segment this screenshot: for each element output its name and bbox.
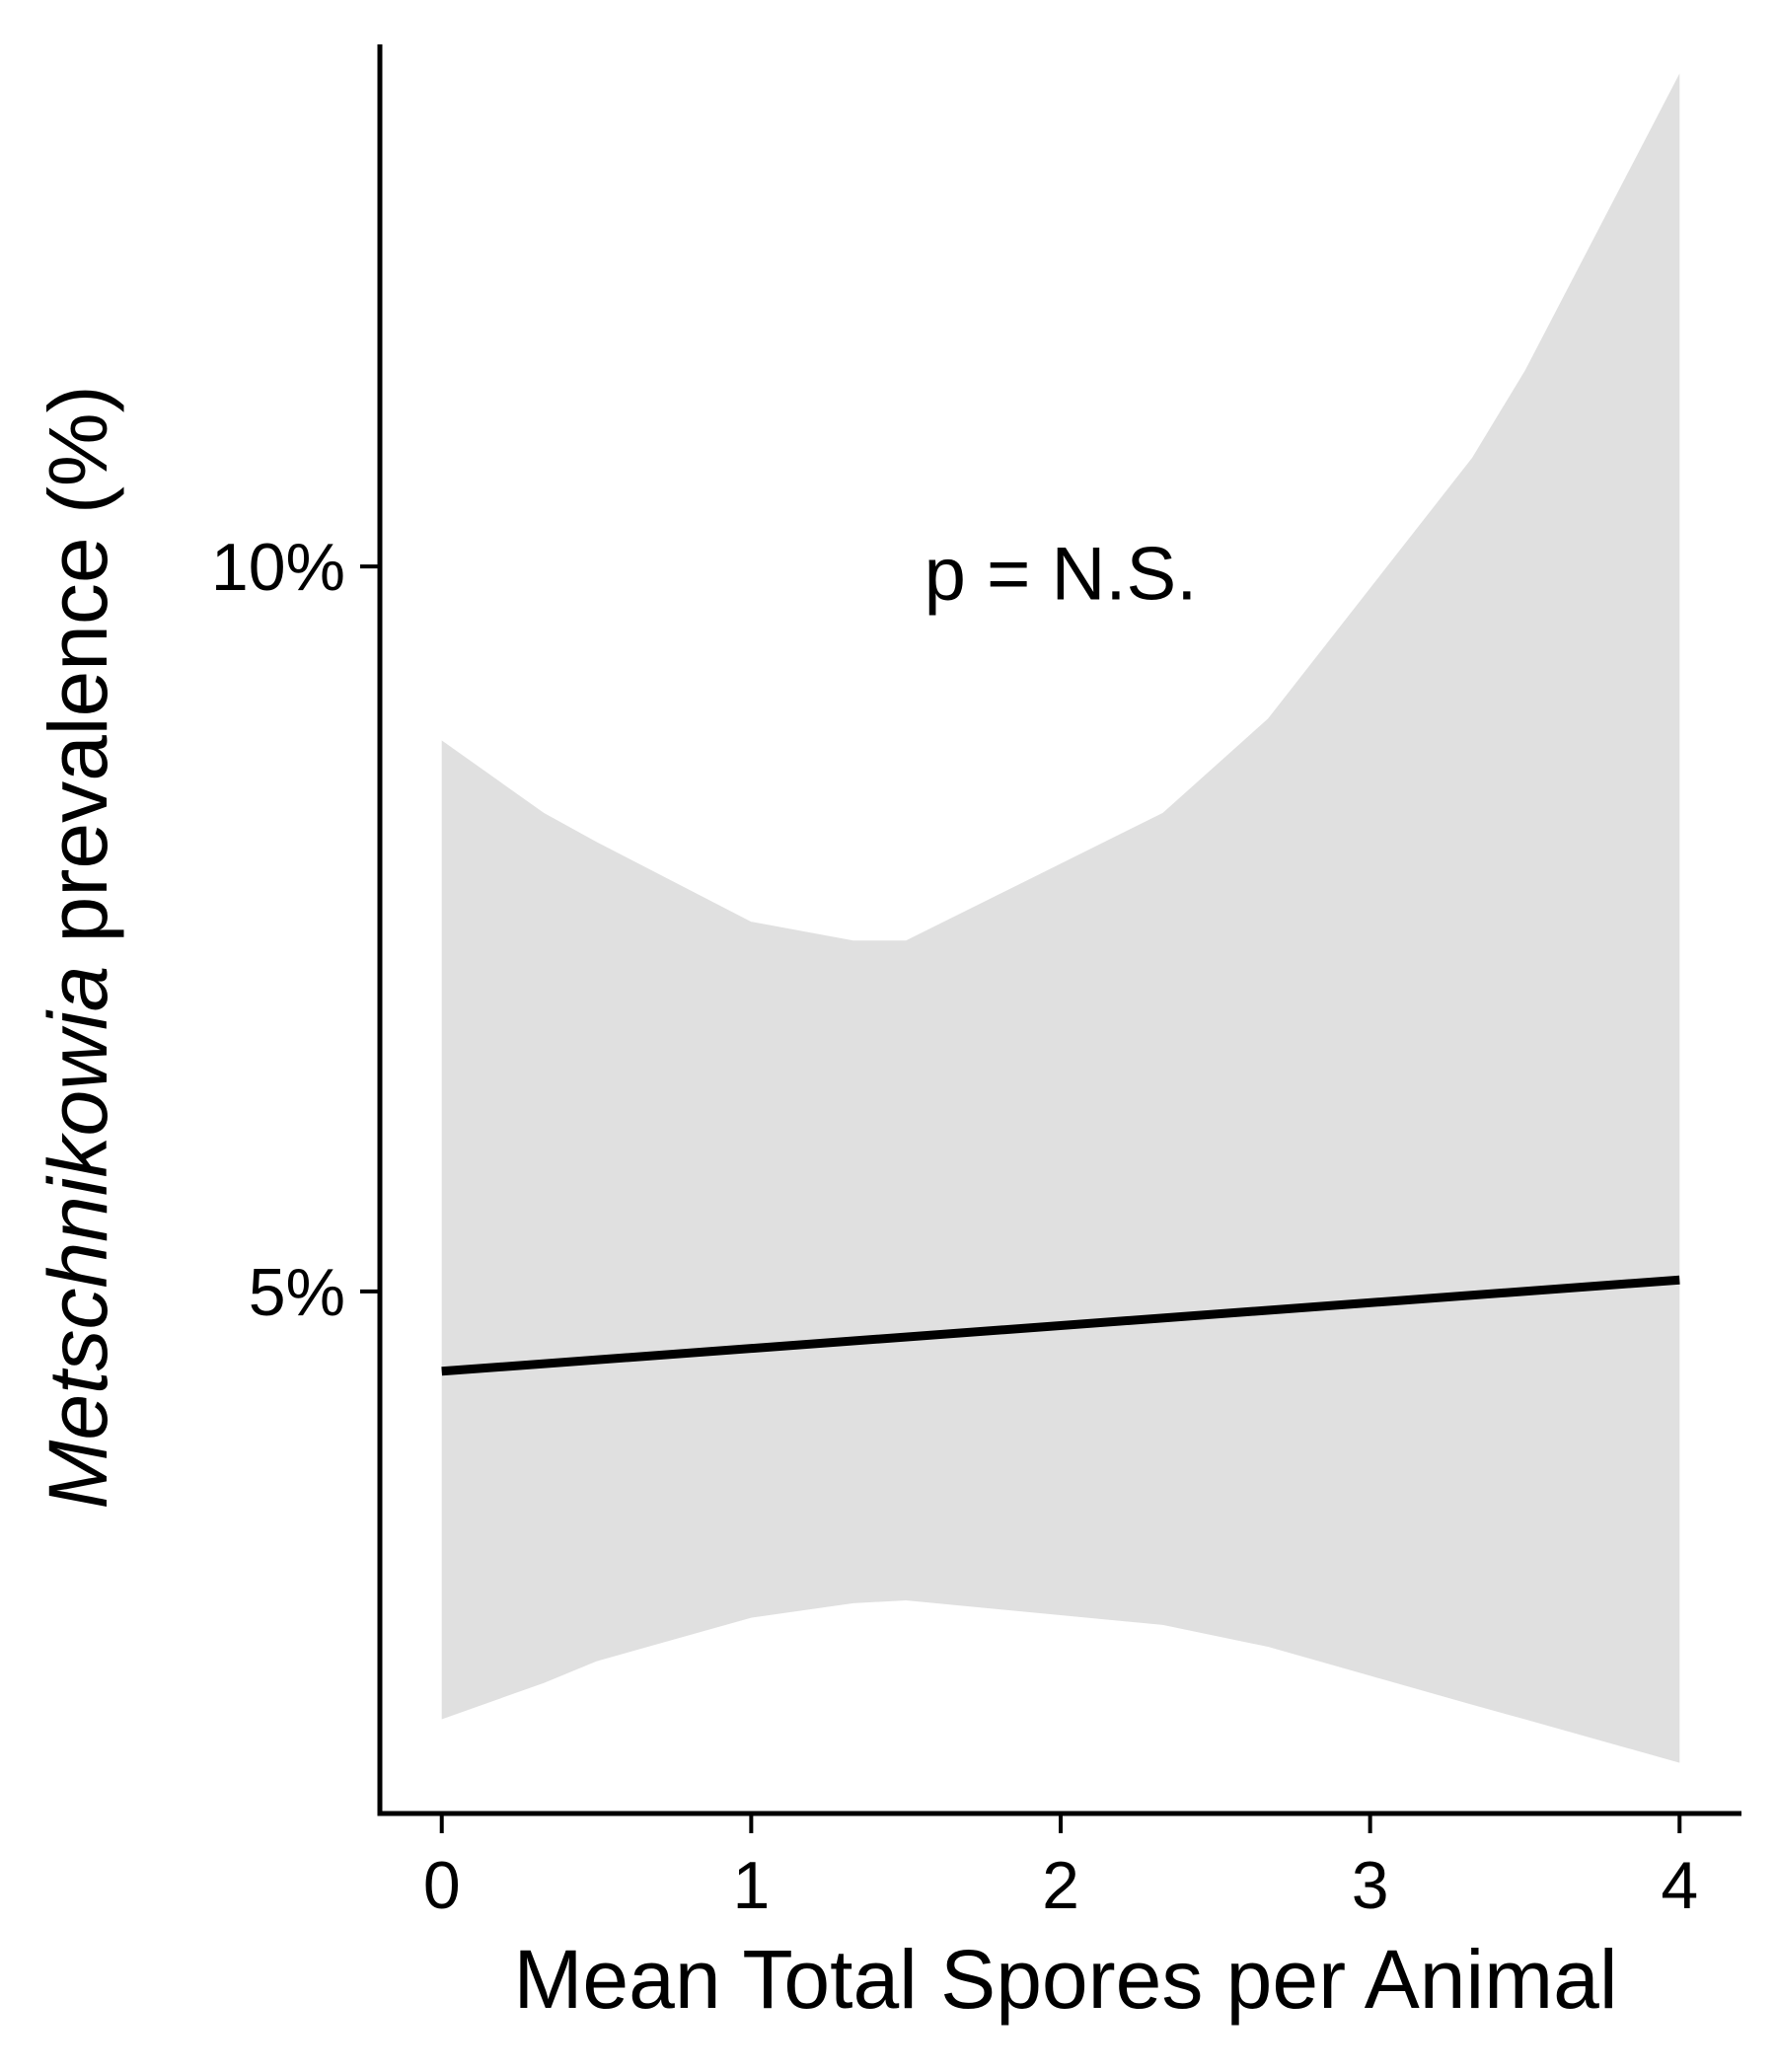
series-layer [441, 1275, 1680, 1376]
axes: 0 1 2 3 4 5% 10% [211, 44, 1741, 1923]
y-axis-title-rest: prevalence (%) [32, 385, 124, 965]
annotation-p-value: p = N.S. [925, 532, 1198, 616]
x-ticks: 0 1 2 3 4 [423, 1813, 1698, 1923]
x-axis-title: Mean Total Spores per Animal [513, 1933, 1617, 2026]
x-tick-label: 1 [732, 1848, 770, 1923]
x-tick-label: 4 [1661, 1848, 1698, 1923]
x-tick-label: 3 [1352, 1848, 1389, 1923]
series-line-0 [441, 1275, 1680, 1376]
plot-area: p = N.S. [441, 73, 1680, 1763]
y-tick-label: 10% [211, 530, 345, 605]
confidence-band [441, 73, 1680, 1763]
y-axis-title-italic: Metschnikowia [32, 966, 124, 1510]
y-ticks: 5% 10% [211, 530, 380, 1330]
x-tick-label: 2 [1042, 1848, 1079, 1923]
x-tick-label: 0 [423, 1848, 461, 1923]
y-tick-label: 5% [249, 1255, 345, 1330]
y-axis-title: Metschnikowia prevalence (%) [32, 385, 124, 1509]
